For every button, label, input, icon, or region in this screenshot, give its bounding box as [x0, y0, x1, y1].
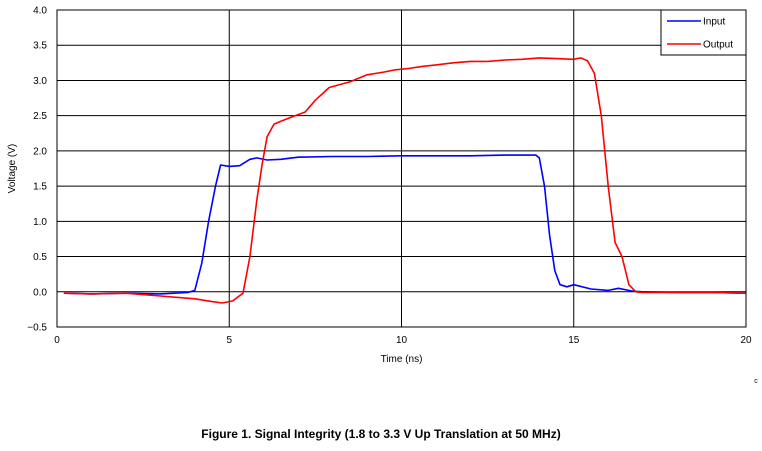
y-tick-label: 1.5 [33, 182, 47, 193]
x-tick-labels: 0 5 10 15 20 [54, 335, 752, 346]
series-line-input [63, 154, 747, 295]
grid [56, 9, 747, 328]
y-tick-labels: −0.5 0.0 0.5 1.0 1.5 2.0 2.5 3.0 3.5 4.0 [27, 6, 47, 334]
y-tick-label: −0.5 [27, 323, 47, 334]
y-tick-label: 3.5 [33, 41, 47, 52]
y-tick-label: 4.0 [33, 6, 47, 17]
y-tick-label: 0.0 [33, 287, 47, 298]
y-tick-label: 1.0 [33, 217, 47, 228]
legend: Input Output [660, 9, 747, 56]
legend-box [660, 9, 747, 56]
legend-label-input: Input [703, 17, 725, 28]
y-tick-label: 0.5 [33, 252, 47, 263]
x-axis-label: Time (ns) [381, 354, 423, 365]
y-tick-label: 2.5 [33, 111, 47, 122]
corner-mark: c [754, 378, 758, 385]
x-tick-label: 5 [226, 335, 232, 346]
legend-label-output: Output [703, 40, 733, 51]
x-tick-label: 15 [568, 335, 580, 346]
x-tick-label: 20 [740, 335, 752, 346]
y-tick-label: 2.0 [33, 146, 47, 157]
figure-caption: Figure 1. Signal Integrity (1.8 to 3.3 V… [201, 427, 561, 441]
x-tick-label: 0 [54, 335, 60, 346]
series-line-output [63, 57, 747, 304]
plot-frame [56, 9, 747, 328]
series-lines [63, 57, 747, 304]
x-tick-label: 10 [396, 335, 408, 346]
y-tick-label: 3.0 [33, 76, 47, 87]
y-axis-label: Voltage (V) [7, 144, 18, 193]
